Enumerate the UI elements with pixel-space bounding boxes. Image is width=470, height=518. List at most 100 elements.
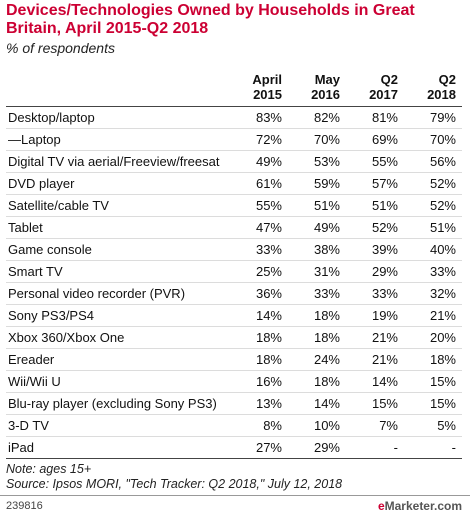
row-label: Xbox 360/Xbox One (6, 326, 230, 349)
header-col-4-line2: 2018 (427, 87, 456, 102)
value-cell: 21% (346, 326, 404, 349)
value-cell: 14% (288, 392, 346, 415)
value-cell: 27% (230, 436, 288, 459)
table-row: Satellite/cable TV 55% 51% 51% 52% (6, 194, 462, 217)
value-cell: 21% (346, 348, 404, 371)
value-cell: 53% (288, 150, 346, 173)
value-cell: 18% (404, 348, 462, 371)
header-label-cell (6, 68, 230, 107)
footnote: Note: ages 15+ Source: Ipsos MORI, "Tech… (6, 462, 342, 492)
value-cell: 55% (346, 150, 404, 173)
table-row: Tablet 47% 49% 52% 51% (6, 216, 462, 239)
table-row: Game console 33% 38% 39% 40% (6, 238, 462, 261)
table-row: Ereader 18% 24% 21% 18% (6, 348, 462, 371)
value-cell: 18% (288, 326, 346, 349)
value-cell: 57% (346, 172, 404, 195)
value-cell: 21% (404, 304, 462, 327)
row-label: Game console (6, 238, 230, 261)
chart-subtitle: % of respondents (6, 40, 115, 56)
value-cell: 49% (288, 216, 346, 239)
value-cell: 15% (346, 392, 404, 415)
table-row: Blu-ray player (excluding Sony PS3) 13% 14… (6, 392, 462, 415)
table-row: iPad 27% 29% - - (6, 436, 462, 459)
value-cell: 70% (288, 128, 346, 151)
value-cell: 32% (404, 282, 462, 305)
row-label: Sony PS3/PS4 (6, 304, 230, 327)
row-label: iPad (6, 436, 230, 459)
value-cell: 52% (404, 172, 462, 195)
value-cell: 83% (230, 106, 288, 129)
row-label: Wii/Wii U (6, 370, 230, 393)
value-cell: 20% (404, 326, 462, 349)
header-col-3: Q2 2017 (346, 68, 404, 107)
value-cell: 16% (230, 370, 288, 393)
header-col-1: April 2015 (230, 68, 288, 107)
table-row: —Laptop 72% 70% 69% 70% (6, 128, 462, 151)
value-cell: 8% (230, 414, 288, 437)
table-row: Sony PS3/PS4 14% 18% 19% 21% (6, 304, 462, 327)
header-col-2-line1: May (314, 72, 340, 87)
value-cell: 51% (288, 194, 346, 217)
brand-logo-rest: Marketer.com (384, 499, 462, 513)
value-cell: 52% (404, 194, 462, 217)
value-cell: 59% (288, 172, 346, 195)
value-cell: 51% (346, 194, 404, 217)
value-cell: 5% (404, 414, 462, 437)
table-row: DVD player 61% 59% 57% 52% (6, 172, 462, 195)
value-cell: 40% (404, 238, 462, 261)
header-col-1-line2: 2015 (253, 87, 282, 102)
row-label: 3-D TV (6, 414, 230, 437)
header-col-2: May 2016 (288, 68, 346, 107)
value-cell: 81% (346, 106, 404, 129)
value-cell: 39% (346, 238, 404, 261)
row-label: Personal video recorder (PVR) (6, 282, 230, 305)
note-text: Note: ages 15+ (6, 462, 92, 476)
value-cell: 38% (288, 238, 346, 261)
value-cell: 82% (288, 106, 346, 129)
value-cell: 25% (230, 260, 288, 283)
header-row: April 2015 May 2016 Q2 2017 Q2 2018 (6, 68, 462, 107)
row-label: —Laptop (6, 128, 230, 151)
value-cell: 61% (230, 172, 288, 195)
chart-id: 239816 (6, 500, 43, 512)
row-label: Ereader (6, 348, 230, 371)
row-label: Smart TV (6, 260, 230, 283)
table-row: 3-D TV 8% 10% 7% 5% (6, 414, 462, 437)
table-row: Xbox 360/Xbox One 18% 18% 21% 20% (6, 326, 462, 349)
table-row: Personal video recorder (PVR) 36% 33% 33% 32… (6, 282, 462, 305)
row-label: Desktop/laptop (6, 106, 230, 129)
header-col-2-line2: 2016 (311, 87, 340, 102)
value-cell: 36% (230, 282, 288, 305)
header-col-3-line2: 2017 (369, 87, 398, 102)
row-label: Tablet (6, 216, 230, 239)
header-col-4-line1: Q2 (438, 72, 456, 87)
value-cell: 14% (346, 370, 404, 393)
value-cell: 15% (404, 392, 462, 415)
header-col-1-line1: April (252, 72, 282, 87)
table-row: Smart TV 25% 31% 29% 33% (6, 260, 462, 283)
value-cell: 18% (288, 304, 346, 327)
value-cell: 29% (346, 260, 404, 283)
value-cell: 31% (288, 260, 346, 283)
value-cell: 13% (230, 392, 288, 415)
value-cell: 47% (230, 216, 288, 239)
value-cell: 33% (288, 282, 346, 305)
value-cell: 70% (404, 128, 462, 151)
brand-logo-prefix: e (377, 499, 385, 513)
row-label: DVD player (6, 172, 230, 195)
value-cell: 69% (346, 128, 404, 151)
source-text: Source: Ipsos MORI, "Tech Tracker: Q2 20… (6, 477, 343, 491)
table-body: Desktop/laptop 83% 82% 81% 79% —Laptop 72% 70% 6… (6, 106, 462, 459)
value-cell: 18% (230, 326, 288, 349)
value-cell: 18% (230, 348, 288, 371)
value-cell: 33% (230, 238, 288, 261)
value-cell: 51% (404, 216, 462, 239)
chart-title: Devices/Technologies Owned by Households… (6, 2, 415, 37)
row-label: Digital TV via aerial/Freeview/freesat (6, 150, 230, 173)
data-table: April 2015 May 2016 Q2 2017 Q2 2018 Desktop/… (6, 68, 462, 459)
table-row: Digital TV via aerial/Freeview/freesat 49… (6, 150, 462, 173)
value-cell: - (404, 436, 462, 459)
brand-logo: eMarketer.com (378, 499, 462, 513)
table-row: Wii/Wii U 16% 18% 14% 15% (6, 370, 462, 393)
row-label: Blu-ray player (excluding Sony PS3) (6, 392, 230, 415)
